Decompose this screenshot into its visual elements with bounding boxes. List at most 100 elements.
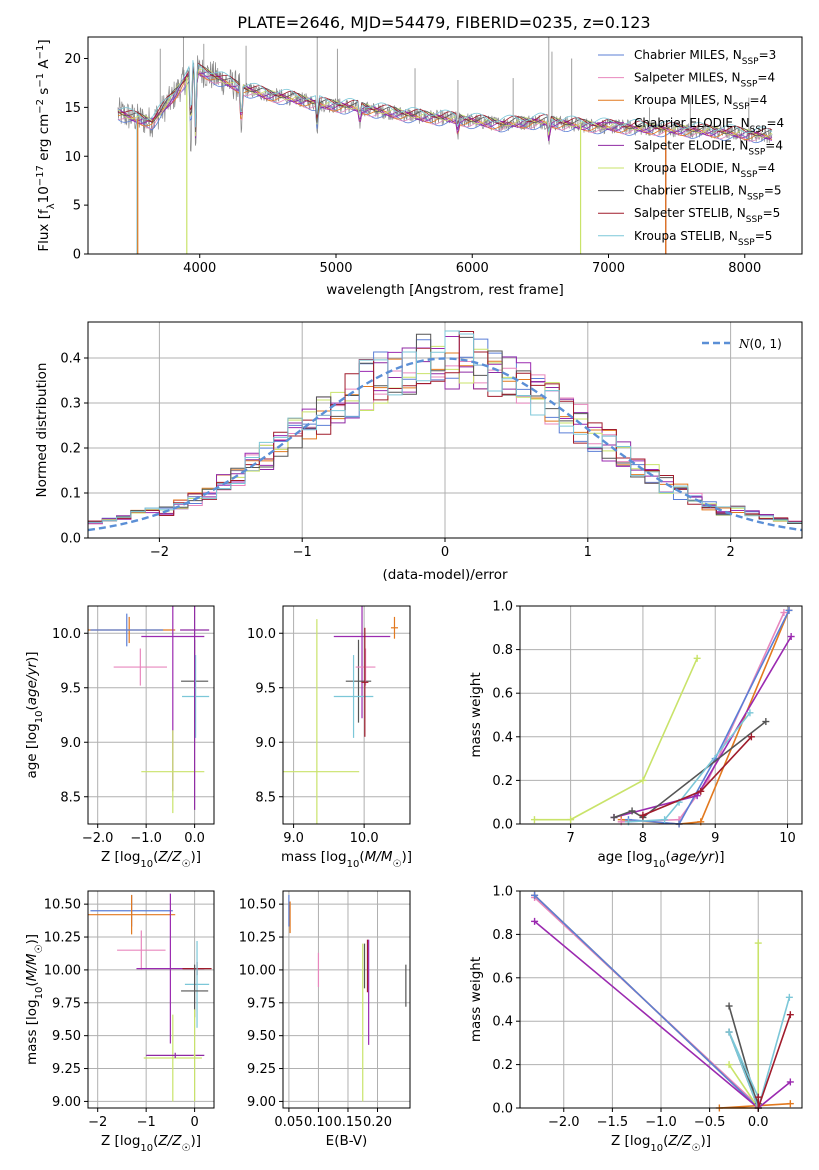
x-tick-label: 4000 <box>183 261 216 276</box>
x-tick-label: −1 <box>293 545 312 560</box>
y-tick-label: 0.8 <box>492 928 513 943</box>
y-tick-label: 0.3 <box>60 397 81 412</box>
y-tick-label: 9.75 <box>247 996 276 1011</box>
x-tick-label: 0.20 <box>363 1115 392 1130</box>
y-tick-label: 9.0 <box>60 736 81 751</box>
y-axis-label: Flux [fλ10−17 erg cm−2 s−1 A−1] <box>35 39 57 251</box>
y-tick-label: 9.75 <box>52 996 81 1011</box>
x-tick-label: −1.5 <box>597 1115 629 1130</box>
x-tick-label: 8000 <box>728 261 761 276</box>
y-tick-label: 0.2 <box>492 1058 513 1073</box>
legend-entry: Kroupa MILES, NSSP=4 <box>634 93 767 112</box>
y-axis-label: Normed distribution <box>34 363 50 498</box>
mass-vs-EBV-panel: 0.05 0.10 0.15 0.20 9.00 9.25 9.50 9.75 10.00 10.… <box>239 890 411 1149</box>
y-axis-label: mass [log10(M/M☉)] <box>24 934 45 1065</box>
legend-entry: Kroupa ELODIE, NSSP=4 <box>634 161 775 180</box>
legend-entry: N(0, 1) <box>738 337 782 351</box>
axes-frame <box>282 890 411 1109</box>
x-tick-label: 0 <box>441 545 449 560</box>
y-tick-label: 1.0 <box>492 600 513 615</box>
y-tick-label: 10.50 <box>239 898 276 913</box>
model-template-line <box>117 70 773 140</box>
spectrum-panel: 4000 5000 6000 7000 8000 0 5 10 15 20 wavelength [… <box>35 36 803 298</box>
x-tick-label: 1 <box>584 545 592 560</box>
axes-frame <box>87 890 215 1109</box>
legend-entry: Salpeter ELODIE, NSSP=4 <box>634 138 783 157</box>
y-tick-label: 0.1 <box>60 487 81 502</box>
legend-entry: Chabrier STELIB, NSSP=5 <box>634 184 782 203</box>
y-tick-label: 10.50 <box>44 898 81 913</box>
x-tick-label: 7 <box>566 831 574 846</box>
x-tick-label: −2 <box>88 1115 107 1130</box>
y-tick-label: 5 <box>73 199 81 214</box>
x-tick-label: −1.0 <box>645 1115 677 1130</box>
normal-curve-line <box>87 357 803 532</box>
y-tick-label: 8.5 <box>255 790 276 805</box>
histogram-step-line <box>88 330 802 523</box>
x-tick-label: 10 <box>779 831 796 846</box>
y-tick-label: 10 <box>64 150 81 165</box>
weight-line <box>728 943 760 1111</box>
x-axis-label: (data-model)/error <box>382 567 508 583</box>
y-tick-label: 8.5 <box>60 790 81 805</box>
y-tick-label: 15 <box>64 101 81 116</box>
x-tick-label: 0.0 <box>184 831 205 846</box>
model-template-line <box>117 65 773 137</box>
y-axis-label: age [log10(age/yr)] <box>24 651 45 778</box>
y-tick-label: 0.6 <box>492 971 513 986</box>
x-tick-label: −1 <box>137 1115 156 1130</box>
y-tick-label: 9.5 <box>60 681 81 696</box>
y-tick-label: 9.5 <box>255 681 276 696</box>
y-tick-label: 10.0 <box>247 627 276 642</box>
x-tick-label: 5000 <box>319 261 352 276</box>
y-tick-label: 0.0 <box>492 818 513 833</box>
y-tick-label: 0.4 <box>60 352 81 367</box>
legend-entry: Chabrier ELODIE, NSSP=4 <box>634 116 784 135</box>
legend-entry: Kroupa STELIB, NSSP=5 <box>634 229 772 248</box>
x-tick-label: 6000 <box>456 261 489 276</box>
x-axis-label: Z [log10(Z/Z☉)] <box>611 1133 711 1154</box>
y-tick-label: 10.00 <box>44 963 81 978</box>
x-axis-label: E(B-V) <box>326 1133 368 1149</box>
age-vs-Z-panel: −2.0 −1.0 0.0 8.5 9.0 9.5 10.0 Z [log10(Z/Z☉)] a… <box>24 605 215 870</box>
y-tick-label: 20 <box>64 52 81 67</box>
x-tick-label: −2 <box>150 545 169 560</box>
y-tick-label: 9.00 <box>52 1095 81 1110</box>
x-axis-label: age [log10(age/yr)] <box>597 849 724 870</box>
x-tick-label: 0.05 <box>274 1115 303 1130</box>
weight-line <box>534 920 791 1110</box>
axes-frame <box>87 36 803 255</box>
x-tick-label: 0.0 <box>748 1115 769 1130</box>
y-tick-label: 0.2 <box>60 442 81 457</box>
legend-entry: Salpeter MILES, NSSP=4 <box>634 71 775 90</box>
residuals-panel: −2 −1 0 1 2 0.0 0.1 0.2 0.3 0.4 (data-model)/error… <box>34 321 803 583</box>
y-tick-label: 0.2 <box>492 774 513 789</box>
y-tick-label: 0.0 <box>492 1102 513 1117</box>
x-axis-label: mass [log10(M/M☉)] <box>281 849 412 870</box>
legend-entry: Salpeter STELIB, NSSP=5 <box>634 206 780 225</box>
figure-title: PLATE=2646, MJD=54479, FIBERID=0235, z=0… <box>237 13 650 32</box>
x-tick-label: 9.0 <box>283 831 304 846</box>
y-tick-label: 0.6 <box>492 687 513 702</box>
y-tick-label: 1.0 <box>492 885 513 900</box>
weight-line <box>621 610 790 825</box>
x-tick-label: −2.0 <box>548 1115 580 1130</box>
x-axis-label: Z [log10(Z/Z☉)] <box>101 1133 201 1154</box>
x-axis-label: Z [log10(Z/Z☉)] <box>101 849 201 870</box>
y-tick-label: 0.4 <box>492 1015 513 1030</box>
axes-frame <box>282 605 411 825</box>
y-tick-label: 0 <box>73 248 81 263</box>
y-axis-label: mass weight <box>468 957 484 1042</box>
weight-line <box>534 894 759 1109</box>
y-tick-label: 9.25 <box>52 1062 81 1077</box>
x-tick-label: −0.5 <box>694 1115 726 1130</box>
x-tick-label: 9 <box>711 831 719 846</box>
x-tick-label: −1.0 <box>130 831 162 846</box>
x-axis-label: wavelength [Angstrom, rest frame] <box>326 282 564 298</box>
x-tick-label: 7000 <box>592 261 625 276</box>
model-template-line <box>117 62 773 135</box>
y-tick-label: 10.25 <box>239 931 276 946</box>
x-tick-label: 0.10 <box>304 1115 333 1130</box>
y-tick-label: 9.25 <box>247 1062 276 1077</box>
